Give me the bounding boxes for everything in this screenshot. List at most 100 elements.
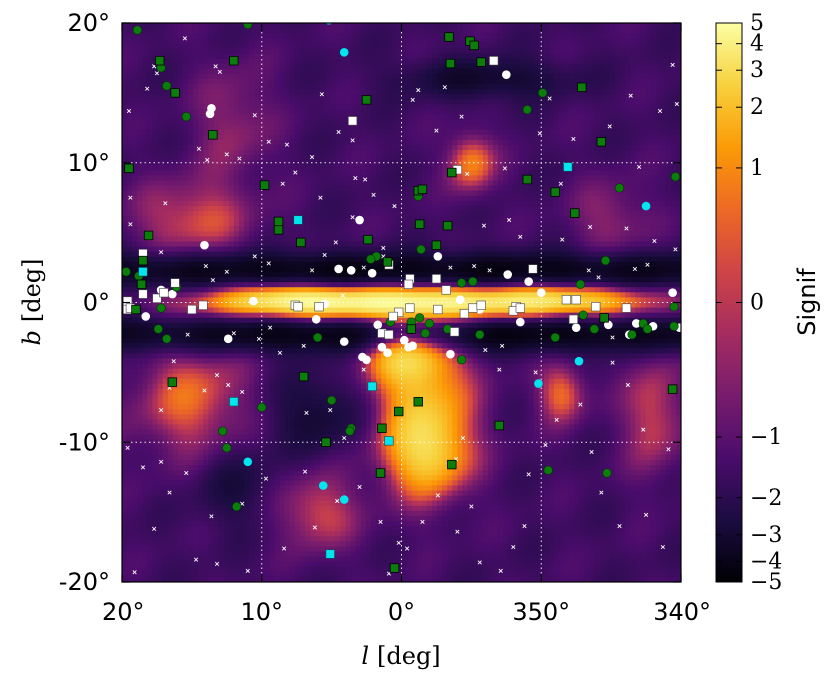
heatmap-cell [330, 43, 337, 50]
heatmap-cell [325, 109, 331, 116]
heatmap-cell [157, 28, 164, 34]
heatmap-cell [498, 129, 504, 136]
heatmap-cell [340, 185, 347, 192]
heatmap-cell [177, 89, 184, 95]
heatmap-cell [462, 99, 469, 105]
heatmap-cell [477, 78, 484, 85]
heatmap-cell [503, 33, 509, 39]
heatmap-cell [538, 53, 545, 60]
heatmap-cell [543, 134, 550, 141]
heatmap-cell [665, 53, 672, 60]
heatmap-cell [167, 205, 174, 212]
heatmap-cell [401, 150, 408, 156]
heatmap-cell [371, 78, 377, 85]
heatmap-cell [559, 58, 565, 65]
heatmap-cell [523, 134, 530, 141]
heatmap-cell [670, 216, 677, 222]
heatmap-cell [269, 83, 276, 90]
heatmap-cell [426, 246, 433, 253]
heatmap-cell [401, 114, 408, 121]
heatmap-cell [559, 139, 565, 146]
heatmap-cell [304, 78, 311, 85]
heatmap-cell [599, 216, 606, 222]
heatmap-cell [157, 160, 164, 166]
heatmap-cell [213, 104, 220, 110]
heatmap-cell [350, 200, 357, 207]
heatmap-cell [310, 53, 316, 60]
heatmap-cell [442, 150, 448, 156]
heatmap-cell [386, 104, 392, 110]
heatmap-cell [442, 68, 448, 75]
heatmap-cell [177, 28, 184, 34]
heatmap-cell [371, 155, 377, 161]
heatmap-cell [503, 78, 509, 85]
heatmap-cell [406, 226, 413, 232]
heatmap-cell [198, 144, 204, 151]
heatmap-cell [528, 165, 535, 171]
heatmap-cell [310, 216, 316, 222]
heatmap-cell [152, 83, 159, 90]
heatmap-cell [284, 48, 291, 55]
heatmap-cell [127, 246, 133, 253]
heatmap-cell [310, 195, 316, 202]
heatmap-cell [675, 139, 681, 146]
heatmap-cell [437, 99, 443, 105]
heatmap-cell [376, 180, 382, 187]
heatmap-cell [482, 216, 489, 222]
heatmap-cell [523, 144, 530, 151]
heatmap-cell [233, 205, 240, 212]
heatmap-cell [162, 211, 169, 217]
heatmap-cell [335, 28, 342, 34]
heatmap-cell [371, 28, 377, 34]
heatmap-cell [675, 246, 681, 253]
heatmap-cell [345, 58, 352, 65]
heatmap-cell [381, 43, 387, 50]
heatmap-cell [447, 23, 453, 29]
heatmap-cell [386, 129, 392, 136]
heatmap-cell [599, 211, 606, 217]
heatmap-cell [437, 124, 443, 131]
heatmap-cell [655, 63, 662, 70]
heatmap-cell [137, 175, 143, 182]
heatmap-cell [157, 165, 164, 171]
heatmap-cell [193, 175, 199, 182]
heatmap-cell [548, 165, 555, 171]
heatmap-cell [132, 78, 138, 85]
heatmap-cell [274, 78, 281, 85]
heatmap-cell [325, 114, 331, 121]
heatmap-cell [259, 251, 265, 258]
heatmap-cell [645, 241, 652, 248]
heatmap-cell [371, 104, 377, 110]
heatmap-cell [355, 150, 362, 156]
heatmap-cell [304, 165, 311, 171]
heatmap-cell [218, 139, 225, 146]
heatmap-cell [228, 180, 235, 187]
heatmap-cell [208, 144, 215, 151]
heatmap-cell [167, 241, 174, 248]
heatmap-cell [371, 170, 377, 177]
heatmap-cell [355, 155, 362, 161]
heatmap-cell [310, 83, 316, 90]
heatmap-cell [457, 129, 464, 136]
heatmap-cell [304, 114, 311, 121]
heatmap-cell [233, 104, 240, 110]
heatmap-cell [284, 78, 291, 85]
heatmap-cell [457, 58, 464, 65]
heatmap-cell [376, 78, 382, 85]
heatmap-cell [259, 134, 265, 141]
heatmap-cell [279, 129, 286, 136]
heatmap-cell [487, 48, 494, 55]
heatmap-cell [625, 83, 631, 90]
heatmap-cell [218, 200, 225, 207]
heatmap-cell [147, 38, 154, 44]
heatmap-cell [360, 129, 367, 136]
heatmap-cell [157, 119, 164, 126]
heatmap-cell [208, 23, 215, 29]
heatmap-cell [609, 28, 616, 34]
heatmap-cell [188, 38, 194, 44]
heatmap-cell [193, 89, 199, 95]
heatmap-cell [371, 160, 377, 166]
heatmap-cell [477, 124, 484, 131]
heatmap-cell [249, 200, 255, 207]
heatmap-cell [162, 43, 169, 50]
